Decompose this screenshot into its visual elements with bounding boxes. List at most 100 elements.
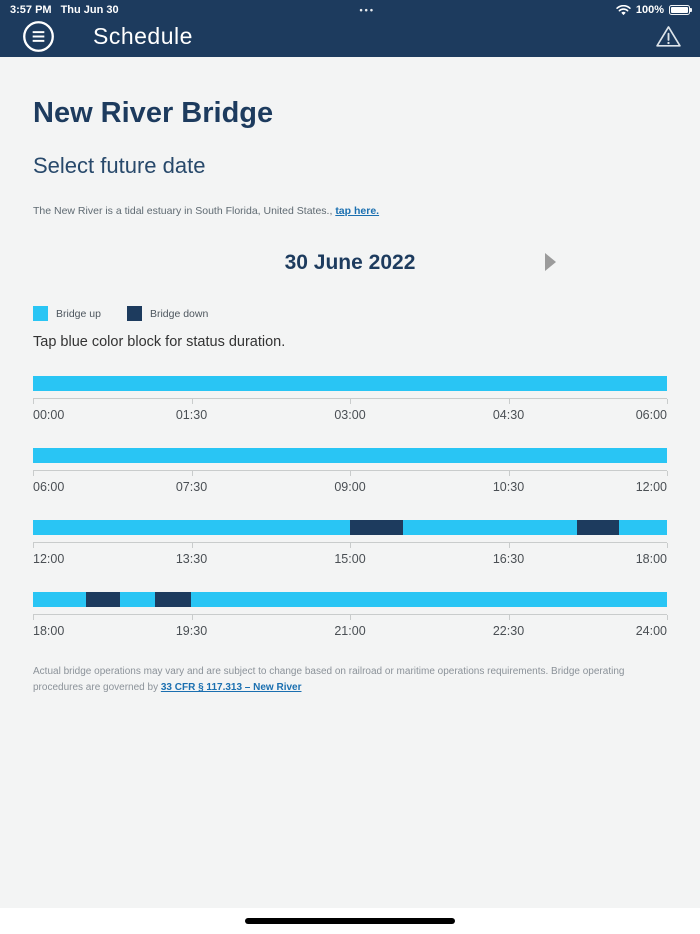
timeline-labels: 06:00 07:30 09:00 10:30 12:00 <box>33 480 667 495</box>
timeline-row-1800-2400: 18:00 19:30 21:00 22:30 24:00 <box>33 592 668 639</box>
tap-hint: Tap blue color block for status duration… <box>33 334 286 350</box>
axis-tick <box>508 543 510 548</box>
legend-label: Bridge down <box>149 307 209 320</box>
axis-tick <box>667 471 668 476</box>
time-label: 07:30 <box>175 480 208 494</box>
timeline-axis <box>33 542 668 548</box>
timeline-axis <box>33 614 668 620</box>
time-label: 04:30 <box>492 408 525 422</box>
time-label: 24:00 <box>635 624 667 638</box>
time-label: 12:00 <box>33 552 65 566</box>
timeline-row-0000-0600: 00:00 01:30 03:00 04:30 06:00 <box>33 376 668 423</box>
bridge-up-bar[interactable] <box>33 592 667 607</box>
time-label: 10:30 <box>492 480 525 494</box>
menu-button[interactable] <box>22 20 55 53</box>
time-label: 18:00 <box>635 552 667 566</box>
battery-icon <box>668 5 692 15</box>
time-label: 16:30 <box>492 552 525 566</box>
status-date: Thu Jun 30 <box>60 4 119 16</box>
bridge-up-bar[interactable] <box>33 520 667 535</box>
timeline-row-0600-1200: 06:00 07:30 09:00 10:30 12:00 <box>33 448 668 495</box>
time-label: 19:30 <box>175 624 208 638</box>
home-indicator[interactable] <box>245 918 455 924</box>
bridge-down-segment[interactable] <box>154 592 192 607</box>
legend-item-bridge-up: Bridge up <box>33 306 101 321</box>
selected-date[interactable]: 30 June 2022 <box>284 251 416 274</box>
bridge-down-segment[interactable] <box>85 592 120 607</box>
timeline-labels: 12:00 13:30 15:00 16:30 18:00 <box>33 552 667 567</box>
bridge-down-swatch <box>126 306 142 321</box>
time-label: 12:00 <box>635 480 667 494</box>
time-label: 03:00 <box>334 408 366 422</box>
time-label: 01:30 <box>175 408 208 422</box>
nav-bar: Schedule <box>0 20 700 57</box>
axis-tick <box>191 615 193 620</box>
date-selector: 30 June 2022 <box>33 251 667 279</box>
axis-tick <box>508 471 510 476</box>
axis-tick <box>33 399 34 404</box>
timeline-labels: 00:00 01:30 03:00 04:30 06:00 <box>33 408 667 423</box>
bridge-down-segment[interactable] <box>577 520 620 535</box>
cfr-link[interactable]: 33 CFR § 117.313 – New River <box>160 682 302 693</box>
time-label: 13:30 <box>175 552 208 566</box>
timeline-axis <box>33 398 668 404</box>
bridge-description: The New River is a tidal estuary in Sout… <box>33 205 667 217</box>
time-label: 06:00 <box>33 480 65 494</box>
main-content: New River Bridge Select future date The … <box>0 57 700 908</box>
bridge-up-bar[interactable] <box>33 376 667 391</box>
status-right: 100% <box>616 4 692 16</box>
bridge-description-text: The New River is a tidal estuary in Sout… <box>33 205 333 217</box>
axis-tick <box>33 543 34 548</box>
axis-tick <box>191 543 193 548</box>
axis-tick <box>508 615 510 620</box>
wifi-icon <box>616 4 631 16</box>
legend-item-bridge-down: Bridge down <box>126 306 209 321</box>
chevron-right-icon <box>545 253 557 274</box>
axis-tick <box>667 543 668 548</box>
disclaimer-text: Actual bridge operations may vary and ar… <box>33 666 625 693</box>
disclaimer: Actual bridge operations may vary and ar… <box>33 664 667 696</box>
bridge-up-bar[interactable] <box>33 448 667 463</box>
axis-tick <box>667 615 668 620</box>
axis-tick <box>191 399 193 404</box>
time-label: 09:00 <box>334 480 366 494</box>
legend: Bridge up Bridge down <box>33 306 667 321</box>
battery-percent: 100% <box>635 4 664 16</box>
timeline-row-1200-1800: 12:00 13:30 15:00 16:30 18:00 <box>33 520 668 567</box>
axis-tick <box>667 399 668 404</box>
axis-tick <box>350 543 351 548</box>
status-bar: 3:57 PM Thu Jun 30 ••• 100% <box>0 0 700 20</box>
axis-tick <box>33 615 34 620</box>
bridge-up-swatch <box>33 306 48 321</box>
tap-here-link[interactable]: tap here. <box>335 205 380 217</box>
timeline-labels: 18:00 19:30 21:00 22:30 24:00 <box>33 624 667 639</box>
top-bar: 3:57 PM Thu Jun 30 ••• 100% <box>0 0 700 57</box>
axis-tick <box>191 471 193 476</box>
warning-icon <box>655 24 682 49</box>
bridge-down-segment[interactable] <box>350 520 403 535</box>
axis-tick <box>508 399 510 404</box>
time-label: 22:30 <box>492 624 525 638</box>
axis-tick <box>350 471 351 476</box>
nav-title: Schedule <box>93 23 193 49</box>
time-label: 00:00 <box>33 408 65 422</box>
axis-tick <box>33 471 34 476</box>
page-title: New River Bridge <box>33 97 274 129</box>
axis-tick <box>350 615 351 620</box>
battery-fill <box>670 7 688 13</box>
multitask-dots-icon: ••• <box>359 5 375 15</box>
time-label: 18:00 <box>33 624 65 638</box>
hamburger-icon <box>22 20 55 53</box>
page-subtitle: Select future date <box>33 153 206 178</box>
alert-button[interactable] <box>655 24 682 49</box>
status-time: 3:57 PM <box>10 4 52 16</box>
timeline-chart: 00:00 01:30 03:00 04:30 06:00 06:00 07:30 09:00… <box>33 376 668 639</box>
timeline-axis <box>33 470 668 476</box>
time-label: 06:00 <box>635 408 667 422</box>
axis-tick <box>350 399 351 404</box>
time-label: 21:00 <box>334 624 366 638</box>
time-label: 15:00 <box>334 552 366 566</box>
next-date-button[interactable] <box>545 253 557 271</box>
legend-label: Bridge up <box>56 307 101 320</box>
